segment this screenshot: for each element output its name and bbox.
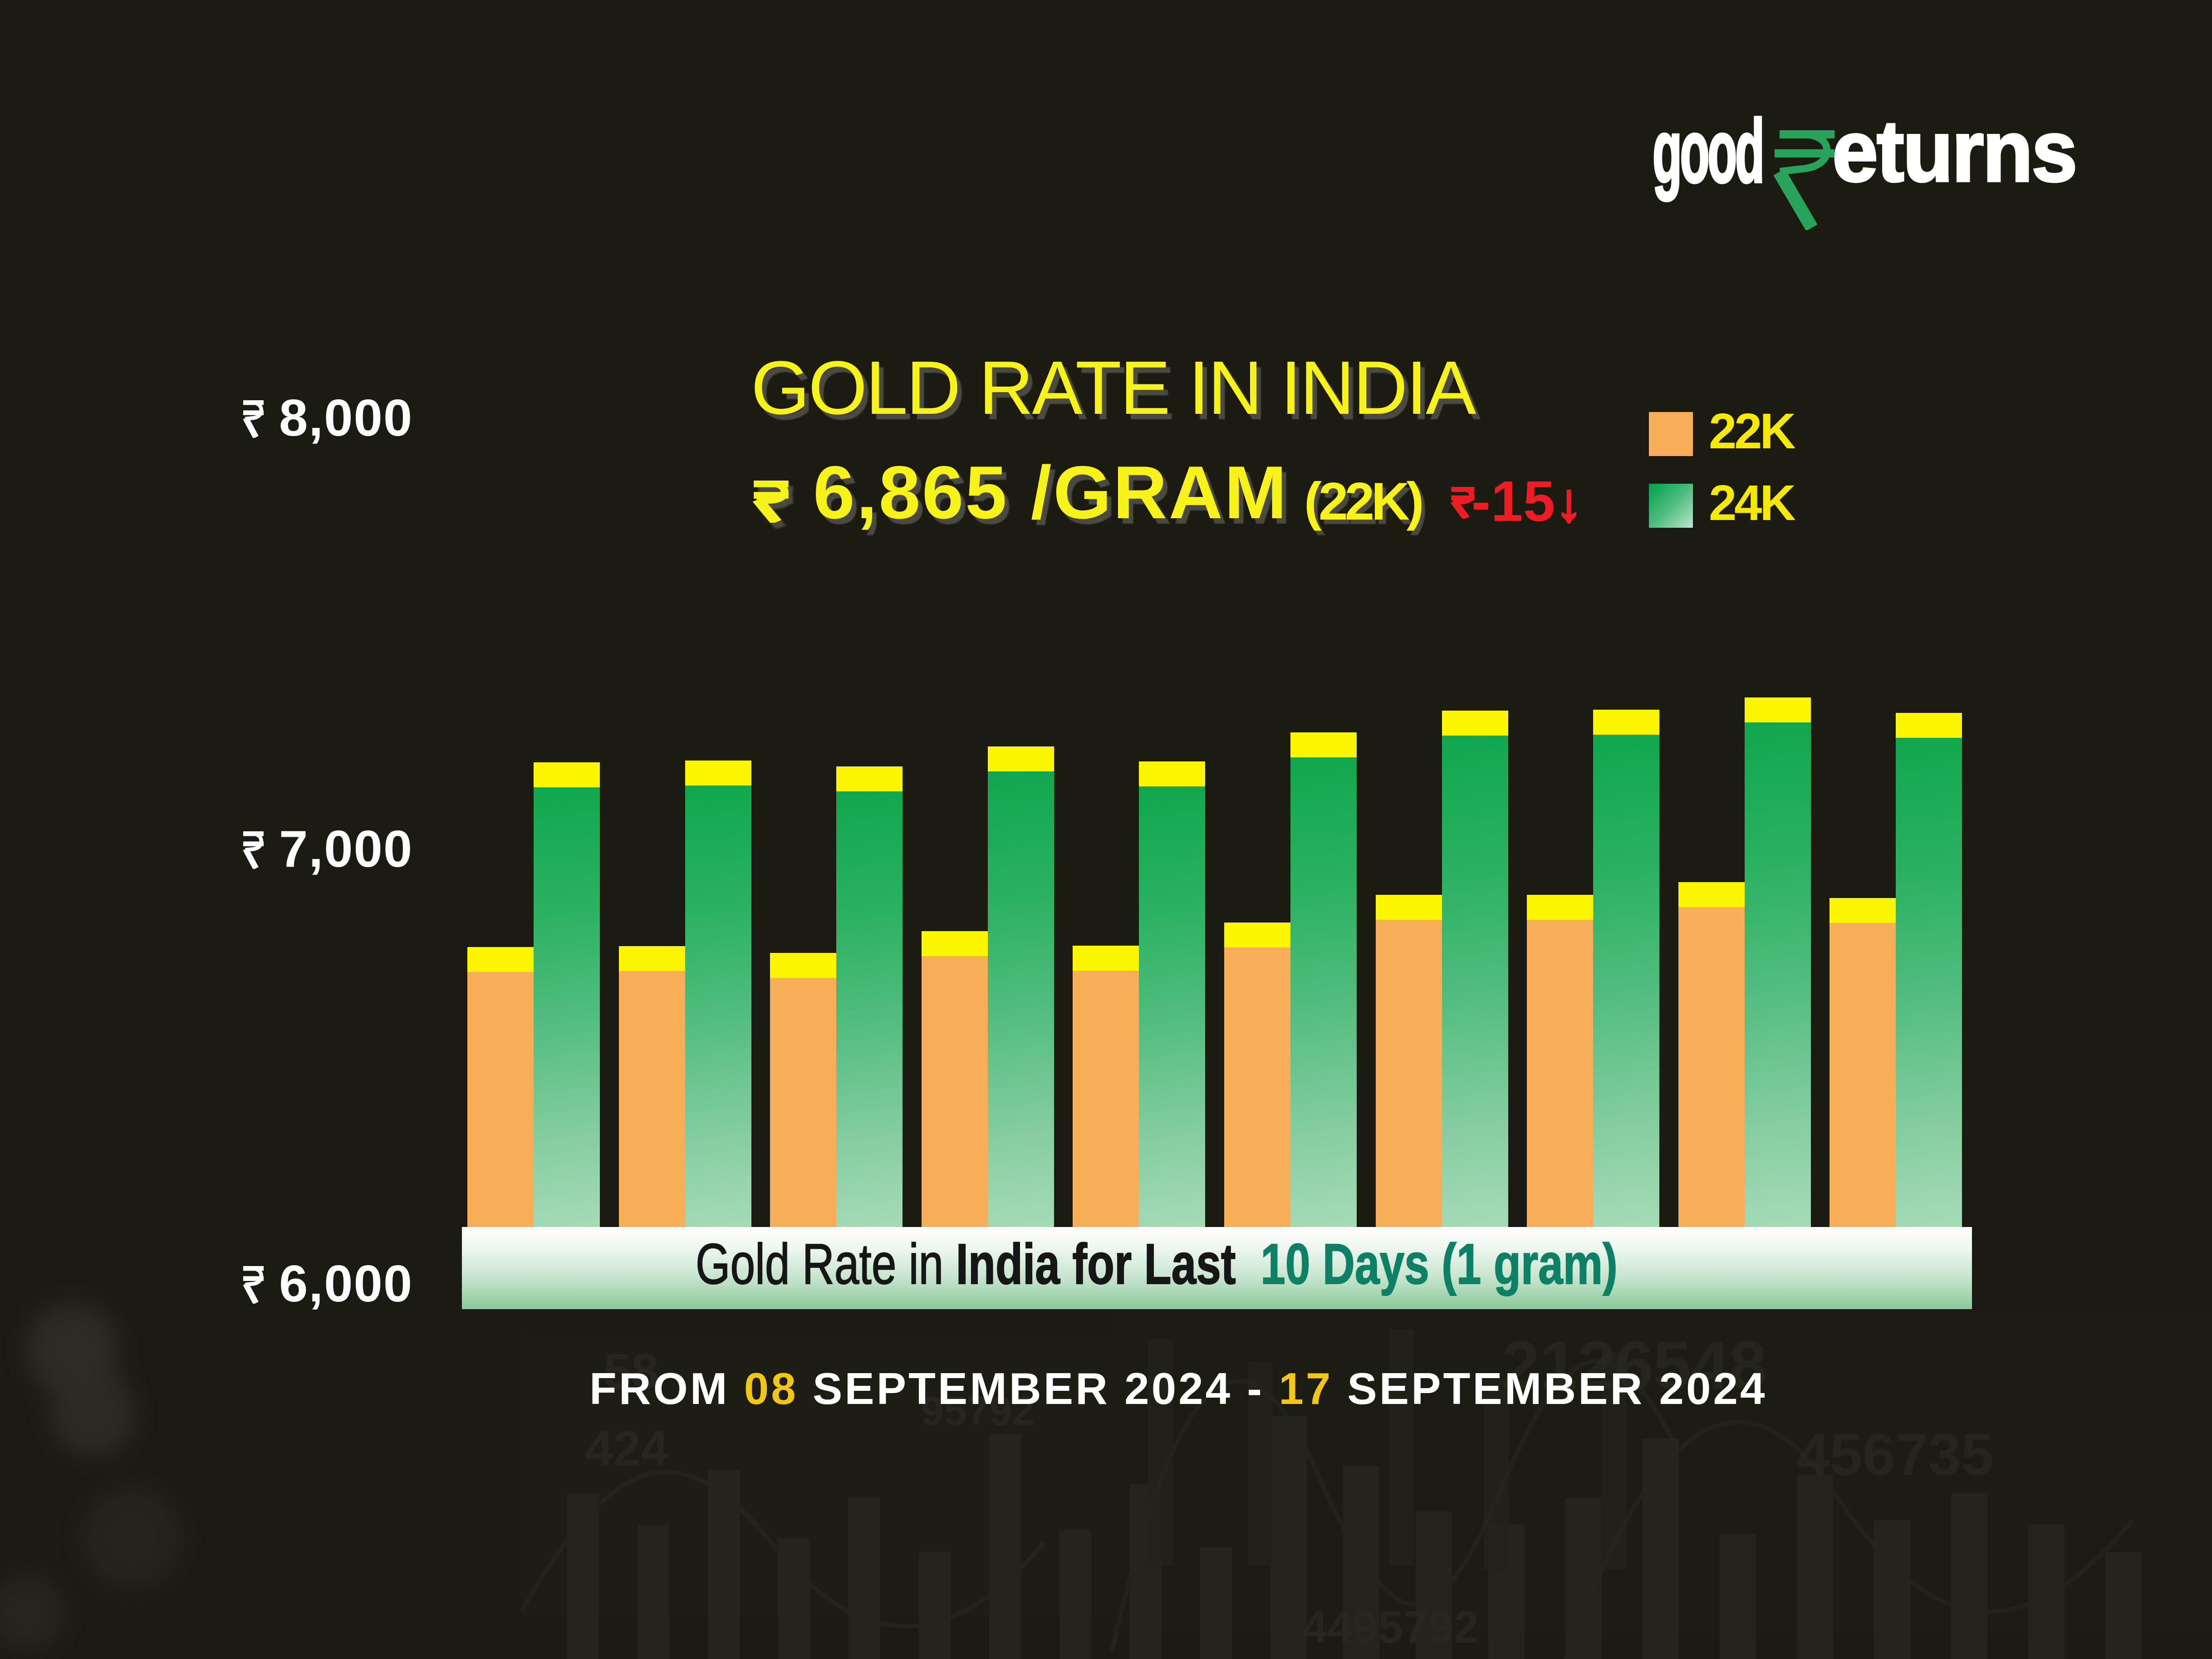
svg-text:58: 58 [603,1344,659,1399]
svg-text:456735: 456735 [1797,1421,1994,1487]
svg-text:424: 424 [585,1421,669,1477]
svg-text:2126548: 2126548 [1502,1327,1767,1403]
svg-text:4495792: 4495792 [1302,1602,1479,1653]
svg-text:95792: 95792 [921,1389,1035,1434]
